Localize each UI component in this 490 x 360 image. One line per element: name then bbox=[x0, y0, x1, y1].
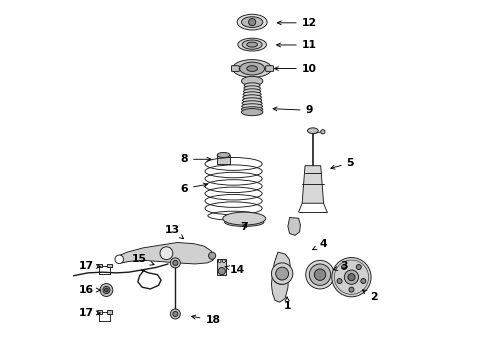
Circle shape bbox=[173, 260, 178, 265]
Circle shape bbox=[337, 279, 342, 284]
Circle shape bbox=[103, 287, 110, 294]
Ellipse shape bbox=[243, 95, 262, 100]
Circle shape bbox=[171, 258, 180, 268]
Bar bbox=[218, 258, 226, 275]
FancyBboxPatch shape bbox=[231, 66, 239, 71]
Polygon shape bbox=[302, 166, 323, 203]
Ellipse shape bbox=[308, 128, 318, 134]
Text: 4: 4 bbox=[313, 239, 327, 250]
Text: 16: 16 bbox=[78, 285, 100, 295]
Ellipse shape bbox=[238, 38, 267, 51]
Ellipse shape bbox=[242, 17, 263, 27]
Text: 2: 2 bbox=[363, 290, 377, 302]
Circle shape bbox=[276, 267, 289, 280]
Circle shape bbox=[321, 130, 325, 134]
Ellipse shape bbox=[243, 98, 262, 103]
Circle shape bbox=[344, 270, 359, 284]
Text: 17: 17 bbox=[78, 261, 100, 271]
Ellipse shape bbox=[242, 40, 262, 49]
Text: 12: 12 bbox=[277, 18, 317, 28]
Ellipse shape bbox=[242, 104, 263, 109]
Ellipse shape bbox=[242, 76, 263, 86]
Text: 1: 1 bbox=[283, 297, 291, 311]
Ellipse shape bbox=[242, 109, 263, 116]
Ellipse shape bbox=[242, 107, 263, 112]
Circle shape bbox=[342, 265, 346, 270]
Bar bbox=[107, 310, 112, 314]
Ellipse shape bbox=[240, 62, 265, 75]
Text: 8: 8 bbox=[180, 154, 211, 164]
Ellipse shape bbox=[306, 260, 334, 289]
Text: 9: 9 bbox=[273, 105, 313, 115]
Ellipse shape bbox=[314, 269, 326, 280]
Ellipse shape bbox=[244, 86, 260, 91]
Ellipse shape bbox=[217, 153, 230, 157]
Circle shape bbox=[222, 260, 225, 262]
Polygon shape bbox=[271, 252, 291, 302]
Bar bbox=[97, 264, 102, 267]
Text: 7: 7 bbox=[241, 222, 248, 232]
FancyBboxPatch shape bbox=[266, 66, 273, 71]
Circle shape bbox=[272, 266, 291, 284]
Circle shape bbox=[356, 265, 361, 270]
Ellipse shape bbox=[247, 42, 258, 47]
Circle shape bbox=[248, 18, 256, 26]
Bar bbox=[107, 264, 112, 267]
Ellipse shape bbox=[243, 92, 261, 97]
Circle shape bbox=[173, 311, 178, 316]
Text: 6: 6 bbox=[180, 183, 207, 194]
Text: 5: 5 bbox=[331, 158, 354, 169]
Text: 14: 14 bbox=[225, 265, 245, 275]
Ellipse shape bbox=[224, 218, 264, 226]
Circle shape bbox=[104, 288, 108, 292]
Circle shape bbox=[209, 252, 216, 259]
Ellipse shape bbox=[245, 83, 260, 88]
Circle shape bbox=[171, 309, 180, 319]
Circle shape bbox=[115, 255, 123, 264]
Text: 17: 17 bbox=[78, 308, 100, 318]
Ellipse shape bbox=[242, 101, 262, 106]
Circle shape bbox=[218, 260, 221, 262]
Circle shape bbox=[332, 257, 371, 297]
Text: 13: 13 bbox=[165, 225, 183, 239]
Circle shape bbox=[160, 247, 173, 260]
Circle shape bbox=[271, 263, 293, 284]
Text: 18: 18 bbox=[192, 315, 220, 325]
Text: 3: 3 bbox=[334, 261, 348, 271]
Ellipse shape bbox=[223, 212, 266, 225]
Ellipse shape bbox=[309, 264, 331, 285]
Circle shape bbox=[349, 287, 354, 292]
Ellipse shape bbox=[247, 66, 258, 71]
Circle shape bbox=[218, 267, 225, 275]
Ellipse shape bbox=[232, 60, 272, 77]
Ellipse shape bbox=[244, 89, 261, 94]
Circle shape bbox=[100, 284, 113, 296]
Circle shape bbox=[277, 271, 286, 280]
Polygon shape bbox=[288, 217, 300, 235]
Text: 15: 15 bbox=[132, 254, 154, 265]
Circle shape bbox=[348, 274, 355, 281]
Circle shape bbox=[361, 279, 366, 284]
Text: 11: 11 bbox=[277, 40, 317, 50]
Ellipse shape bbox=[237, 14, 267, 30]
Bar bbox=[217, 155, 230, 164]
Bar bbox=[97, 310, 102, 314]
Text: 10: 10 bbox=[274, 64, 317, 73]
Polygon shape bbox=[117, 243, 215, 264]
